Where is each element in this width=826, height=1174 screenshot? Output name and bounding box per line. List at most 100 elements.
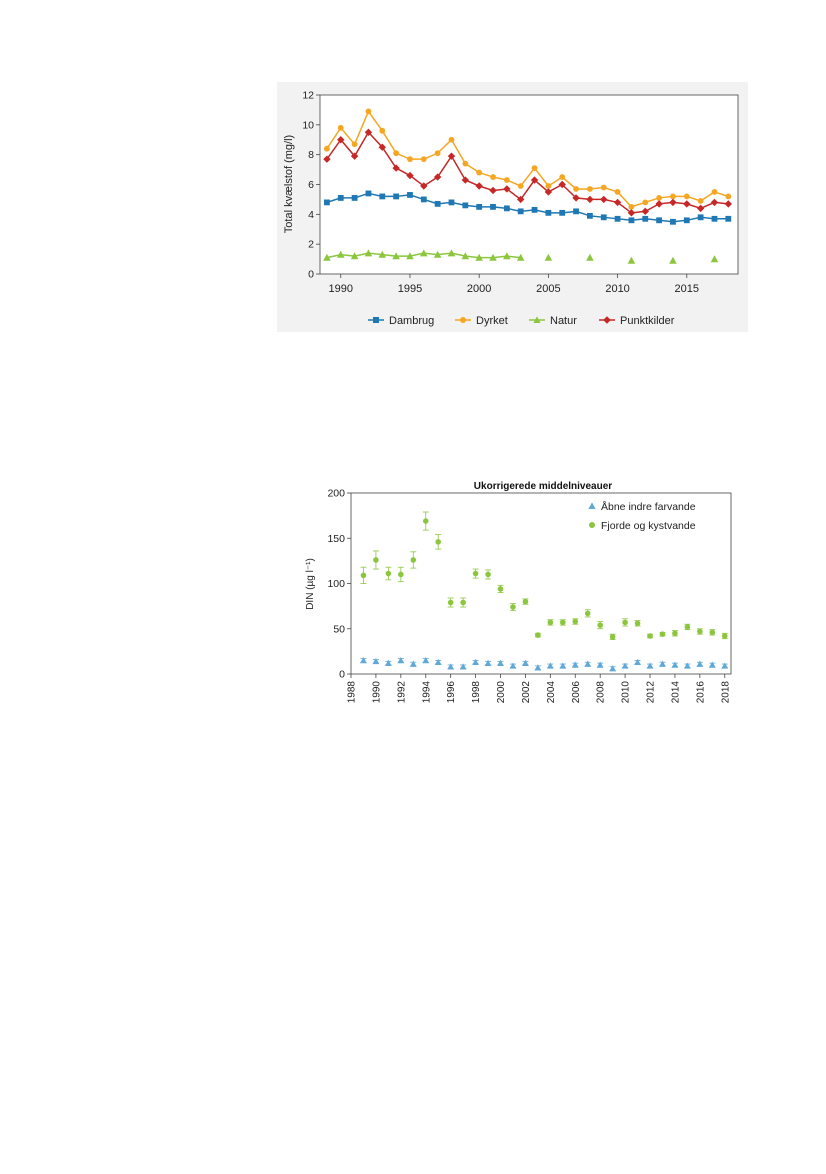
chart1-data-point xyxy=(475,253,483,261)
chart1-data-point xyxy=(683,217,690,224)
chart1-data-point xyxy=(530,176,539,184)
chart1-series-dyrket xyxy=(324,108,732,210)
chart2-data-point xyxy=(497,586,504,592)
chart2-x-tick-label: 1992 xyxy=(396,681,407,704)
chart2-data-point xyxy=(384,659,392,666)
chart1-data-point xyxy=(489,253,497,261)
chart2-data-point xyxy=(485,571,491,578)
chart2-data-point xyxy=(385,570,392,577)
chart1-data-point xyxy=(475,182,483,190)
chart1-series xyxy=(323,108,733,264)
chart2-data-point xyxy=(708,661,716,668)
chart2-legend-marker xyxy=(589,522,595,528)
chart2-x-tick-label: 1988 xyxy=(347,681,358,704)
chart1-data-point xyxy=(420,156,427,163)
chart1-data-point xyxy=(725,215,732,222)
chart2-x-tick-label: 2006 xyxy=(571,681,582,704)
chart2-data-point xyxy=(659,660,666,667)
chart1-data-point xyxy=(476,203,483,210)
chart2-x-tick-label: 1996 xyxy=(446,681,457,704)
chart2-series-fjorde-og-kystvande xyxy=(360,511,728,641)
chart2-data-point xyxy=(522,659,529,666)
chart2-data-point xyxy=(721,633,728,639)
chart2-data-point xyxy=(534,664,542,671)
chart1-data-point xyxy=(683,193,690,200)
chart1-legend: Dambrug Dyrket Natur Punktkilder xyxy=(368,315,675,327)
chart1-data-point xyxy=(725,193,732,200)
chart2-series xyxy=(360,511,729,672)
chart1-data-point xyxy=(350,152,359,160)
chart1-data-point xyxy=(573,186,579,192)
chart2-data-point xyxy=(447,599,454,606)
chart2-data-point xyxy=(697,628,703,635)
chart1-legend-label: Natur xyxy=(550,315,577,327)
chart1-y-tick-label: 4 xyxy=(308,209,314,221)
chart1-data-point xyxy=(447,152,456,160)
chart1-data-point xyxy=(600,214,607,221)
chart2-y-tick-label: 150 xyxy=(327,533,345,545)
chart1-data-point xyxy=(324,145,330,152)
chart1-data-point xyxy=(434,200,441,207)
chart1-series-punktkilder xyxy=(323,128,733,217)
chart2-legend: Åbne indre farvande Fjorde og kystvande xyxy=(588,500,696,532)
chart1-data-point xyxy=(378,250,387,258)
chart1-data-point xyxy=(517,183,524,189)
chart1-data-point xyxy=(323,253,331,261)
chart1-data-point xyxy=(365,190,372,197)
chart2-x-tick-label: 1998 xyxy=(471,681,482,704)
chart2-data-point xyxy=(634,620,641,627)
chart2-data-point xyxy=(596,661,604,668)
chart1-data-point xyxy=(628,217,635,224)
chart1-data-point xyxy=(642,199,649,206)
chart2-data-point xyxy=(547,619,554,626)
chart1-data-point xyxy=(393,150,400,157)
chart1-data-point xyxy=(600,184,607,191)
chart2-data-point xyxy=(435,539,442,545)
chart2-x-tick-label: 2008 xyxy=(596,681,607,704)
chart1-data-point xyxy=(669,256,677,264)
chart2-x-tick-label: 2004 xyxy=(546,681,557,704)
chart1-legend-label: Dambrug xyxy=(389,315,434,327)
chart1-data-point xyxy=(586,195,594,204)
chart1-data-point xyxy=(365,108,372,115)
chart2-data-point xyxy=(621,662,629,669)
chart2-data-point xyxy=(647,633,653,639)
chart1-data-point xyxy=(462,160,469,167)
chart1-y-tick-label: 10 xyxy=(302,119,314,131)
chart1-data-point xyxy=(503,252,511,260)
chart2-data-point xyxy=(572,618,579,625)
chart2-data-point xyxy=(422,518,429,524)
chart1-data-point xyxy=(558,180,566,189)
chart2-y-tick-label: 200 xyxy=(327,488,345,500)
chart1-data-point xyxy=(420,249,428,257)
chart1-data-point xyxy=(462,202,469,209)
chart2-data-point xyxy=(560,619,566,626)
chart2-data-point xyxy=(609,665,617,672)
chart2-data-point xyxy=(659,631,666,637)
chart2-data-point xyxy=(684,624,691,630)
chart2-x-tick-label: 1990 xyxy=(371,681,382,704)
chart1-plot-area xyxy=(320,95,738,274)
chart2-data-point xyxy=(535,632,541,638)
chart2-data-point xyxy=(597,622,603,628)
chart1-data-point xyxy=(490,174,496,180)
chart2-data-point xyxy=(522,598,529,605)
chart1-y-tick-label: 12 xyxy=(302,90,314,102)
chart1-data-point xyxy=(337,124,344,131)
chart1-y-tick-label: 0 xyxy=(308,269,314,281)
chart1-legend-label: Punktkilder xyxy=(620,315,675,327)
chart1-data-point xyxy=(461,176,470,184)
chart1-data-point xyxy=(655,200,663,208)
chart1-data-point xyxy=(683,200,691,208)
chart1-data-point xyxy=(559,174,566,180)
chart1-data-point xyxy=(516,195,525,204)
chart2-data-point xyxy=(634,658,641,666)
chart1-data-point xyxy=(656,217,663,224)
chart2-x-tick-label: 2016 xyxy=(695,681,706,704)
chart2-legend-marker xyxy=(588,502,596,509)
chart2-data-point xyxy=(571,661,579,668)
chart2-data-point xyxy=(709,629,716,636)
chart2-x-tick-label: 2010 xyxy=(621,681,632,704)
chart1-data-point xyxy=(461,252,470,260)
chart2-data-point xyxy=(646,662,654,669)
